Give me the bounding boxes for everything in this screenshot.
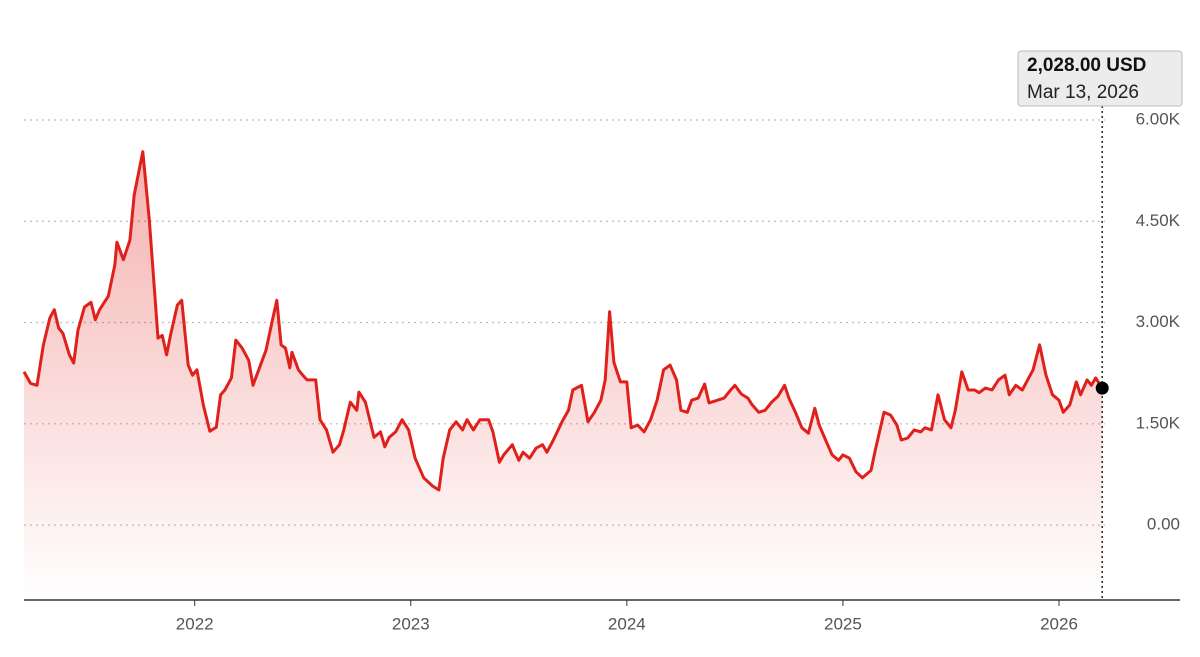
- y-tick-label: 1.50K: [1136, 413, 1181, 432]
- line: [22, 150, 1104, 492]
- tooltip-box: [1017, 50, 1183, 107]
- y-tick-label: 0.00: [1147, 515, 1180, 534]
- y-tick-label: 4.50K: [1136, 211, 1181, 230]
- x-tick-label: 2023: [392, 614, 430, 633]
- tooltip: 2,028.00 USD Mar 13, 2026: [1017, 50, 1183, 107]
- y-tick-label: 6.00K: [1136, 109, 1181, 128]
- x-tick-label: 2024: [608, 614, 646, 633]
- x-tick-label: 2022: [176, 614, 214, 633]
- x-tick-label: 2025: [824, 614, 862, 633]
- tooltip-date: Mar 13, 2026: [1027, 82, 1139, 103]
- area: [24, 151, 1103, 600]
- y-tick-label: 3.00K: [1136, 312, 1181, 331]
- tooltip-value: 2,028.00 USD: [1027, 55, 1146, 76]
- x-tick-label: 2026: [1040, 614, 1078, 633]
- last-point: [1095, 381, 1109, 395]
